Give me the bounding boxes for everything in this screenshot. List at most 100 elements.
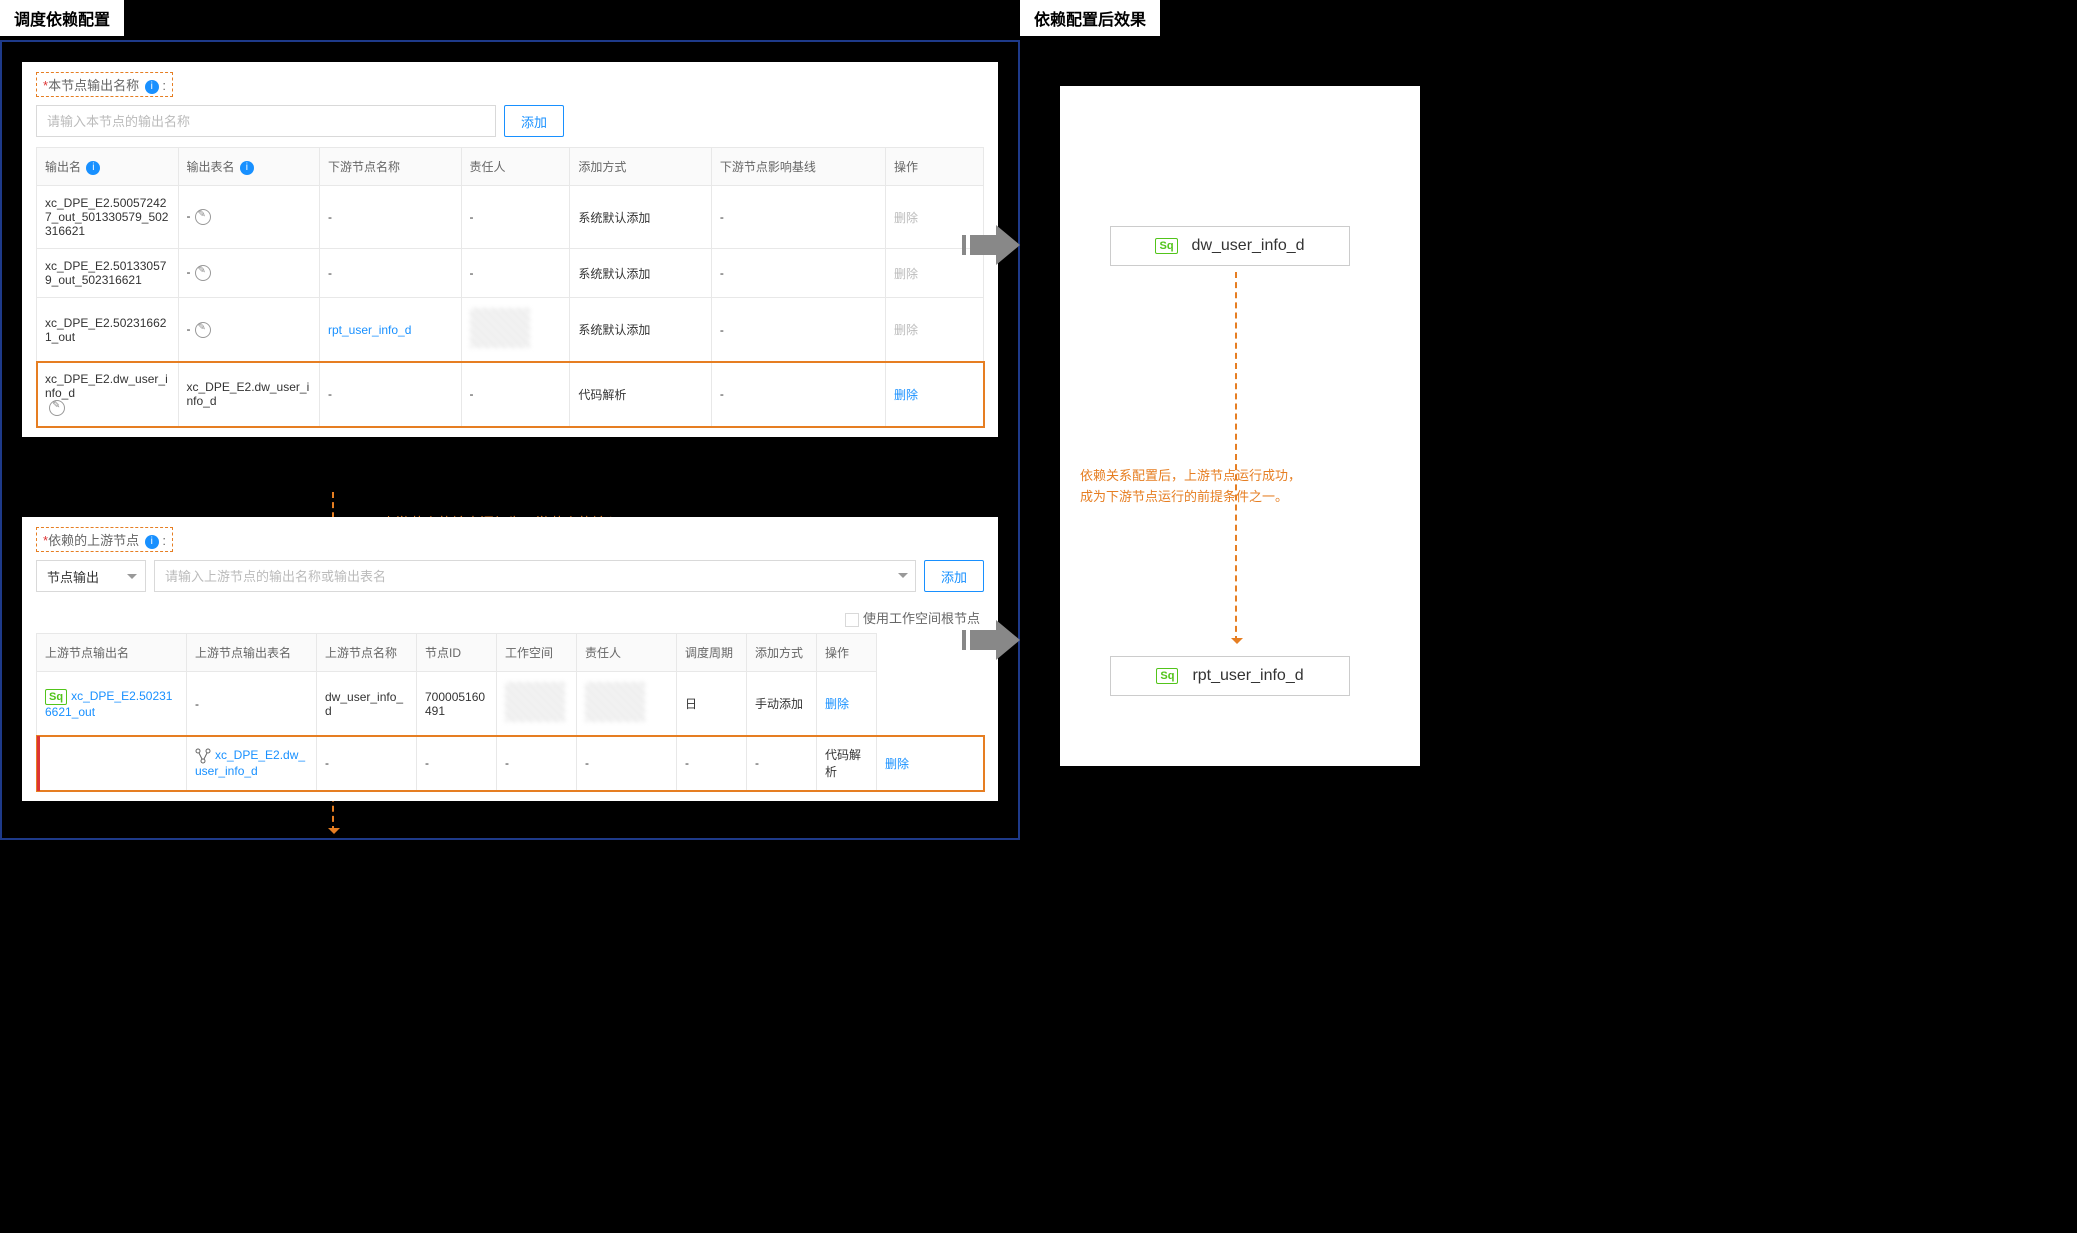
sq-icon: Sq xyxy=(1156,668,1178,684)
table-cell: 删除 xyxy=(886,249,984,298)
delete-link: 删除 xyxy=(894,323,918,337)
output-type-select[interactable]: 节点输出 xyxy=(36,560,146,592)
table-cell: 删除 xyxy=(817,672,877,736)
table-header: 责任人 xyxy=(577,634,677,672)
edit-icon[interactable] xyxy=(195,209,211,225)
table-header: 下游节点名称 xyxy=(320,148,462,186)
table-cell: - xyxy=(320,362,462,427)
upstream-table: 上游节点输出名上游节点输出表名上游节点名称节点ID工作空间责任人调度周期添加方式… xyxy=(36,633,984,791)
table-cell: - xyxy=(187,672,317,736)
table-cell: - xyxy=(461,362,570,427)
sq-icon: Sq xyxy=(45,689,67,705)
table-cell: - xyxy=(747,736,817,791)
table-cell: - xyxy=(711,298,885,362)
table-row: xc_DPE_E2.500572427_out_501330579_502316… xyxy=(37,186,984,249)
table-cell: dw_user_info_d xyxy=(317,672,417,736)
table-header: 输出名 xyxy=(37,148,179,186)
edit-icon[interactable] xyxy=(49,400,65,416)
table-cell: 代码解析 xyxy=(570,362,712,427)
table-header: 工作空间 xyxy=(497,634,577,672)
info-icon[interactable] xyxy=(145,80,159,94)
sq-icon: Sq xyxy=(1155,238,1177,254)
upstream-search-input[interactable] xyxy=(154,560,916,592)
delete-link[interactable]: 删除 xyxy=(825,697,849,711)
table-cell xyxy=(497,672,577,736)
table-cell xyxy=(461,298,570,362)
output-table: 输出名 输出表名 下游节点名称责任人添加方式下游节点影响基线操作 xc_DPE_… xyxy=(36,147,984,427)
table-cell: xc_DPE_E2.dw_user_info_d xyxy=(187,736,317,791)
table-header: 节点ID xyxy=(417,634,497,672)
right-section-title: 依赖配置后效果 xyxy=(1020,0,1160,36)
table-row: xc_DPE_E2.dw_user_info_dxc_DPE_E2.dw_use… xyxy=(37,362,984,427)
table-header: 操作 xyxy=(817,634,877,672)
table-row: xc_DPE_E2.501330579_out_502316621---系统默认… xyxy=(37,249,984,298)
output-card: *本节点输出名称 : 添加 输出名 输出表名 下游节点名称责任人添加方式下游节点… xyxy=(22,62,998,437)
table-cell: Sqxc_DPE_E2.502316621_out xyxy=(37,672,187,736)
edit-icon[interactable] xyxy=(195,322,211,338)
table-cell: 删除 xyxy=(886,298,984,362)
table-header: 责任人 xyxy=(461,148,570,186)
block-arrow-icon xyxy=(970,620,1020,660)
add-upstream-button[interactable]: 添加 xyxy=(924,560,984,592)
left-panel: *本节点输出名称 : 添加 输出名 输出表名 下游节点名称责任人添加方式下游节点… xyxy=(0,40,1020,840)
downstream-link[interactable]: rpt_user_info_d xyxy=(328,323,411,337)
use-root-checkbox[interactable] xyxy=(845,613,859,627)
output-name-input[interactable] xyxy=(36,105,496,137)
table-header: 调度周期 xyxy=(677,634,747,672)
node-rpt-user-info: Sq rpt_user_info_d xyxy=(1110,656,1350,696)
table-cell: - xyxy=(320,249,462,298)
table-cell: xc_DPE_E2.501330579_out_502316621 xyxy=(37,249,179,298)
table-cell: - xyxy=(577,736,677,791)
table-cell: - xyxy=(178,186,320,249)
table-cell: 删除 xyxy=(886,186,984,249)
table-cell: - xyxy=(320,186,462,249)
table-header: 操作 xyxy=(886,148,984,186)
upstream-card: *依赖的上游节点 : 节点输出 添加 使用工作空间根节点 上游节点输出名上游节点… xyxy=(22,517,998,801)
delete-link: 删除 xyxy=(894,267,918,281)
info-icon[interactable] xyxy=(145,535,159,549)
block-arrow-icon xyxy=(970,225,1020,265)
table-header: 上游节点输出名 xyxy=(37,634,187,672)
table-cell: - xyxy=(711,186,885,249)
table-cell: - xyxy=(497,736,577,791)
table-header: 下游节点影响基线 xyxy=(711,148,885,186)
table-row: Sqxc_DPE_E2.502316621_out-dw_user_info_d… xyxy=(37,672,984,736)
table-row: xc_DPE_E2.502316621_out-rpt_user_info_d系… xyxy=(37,298,984,362)
edit-icon[interactable] xyxy=(195,265,211,281)
info-icon[interactable] xyxy=(240,161,254,175)
table-row: xc_DPE_E2.dw_user_info_d------代码解析删除 xyxy=(37,736,984,791)
table-cell: rpt_user_info_d xyxy=(320,298,462,362)
table-cell: 删除 xyxy=(877,736,984,791)
output-label: *本节点输出名称 : xyxy=(36,72,173,97)
use-root-checkbox-row: 使用工作空间根节点 xyxy=(36,602,984,633)
table-header: 输出表名 xyxy=(178,148,320,186)
table-header: 添加方式 xyxy=(570,148,712,186)
table-cell: - xyxy=(461,249,570,298)
table-cell: xc_DPE_E2.502316621_out xyxy=(37,298,179,362)
table-cell: 系统默认添加 xyxy=(570,186,712,249)
table-header: 上游节点名称 xyxy=(317,634,417,672)
table-cell: 代码解析 xyxy=(817,736,877,791)
blurred-content xyxy=(585,682,645,722)
annotation-2: 依赖关系配置后，上游节点运行成功， 成为下游节点运行的前提条件之一。 xyxy=(1080,466,1410,508)
table-cell: 700005160491 xyxy=(417,672,497,736)
delete-link[interactable]: 删除 xyxy=(894,388,918,402)
table-cell: - xyxy=(711,249,885,298)
dashed-arrow-diagram xyxy=(1235,272,1237,642)
table-cell: - xyxy=(178,298,320,362)
table-cell xyxy=(577,672,677,736)
add-output-button[interactable]: 添加 xyxy=(504,105,564,137)
table-cell: 系统默认添加 xyxy=(570,249,712,298)
node-dw-user-info: Sq dw_user_info_d xyxy=(1110,226,1350,266)
table-cell: 日 xyxy=(677,672,747,736)
table-cell: xc_DPE_E2.dw_user_info_d xyxy=(37,362,179,427)
table-header: 上游节点输出表名 xyxy=(187,634,317,672)
table-cell: - xyxy=(677,736,747,791)
upstream-output-link[interactable]: xc_DPE_E2.dw_user_info_d xyxy=(195,748,305,778)
left-section-title: 调度依赖配置 xyxy=(0,0,124,36)
delete-link[interactable]: 删除 xyxy=(885,757,909,771)
blurred-content xyxy=(470,308,530,348)
dependency-diagram: Sq dw_user_info_d 依赖关系配置后，上游节点运行成功， 成为下游… xyxy=(1060,86,1420,766)
info-icon[interactable] xyxy=(86,161,100,175)
table-cell: 手动添加 xyxy=(747,672,817,736)
